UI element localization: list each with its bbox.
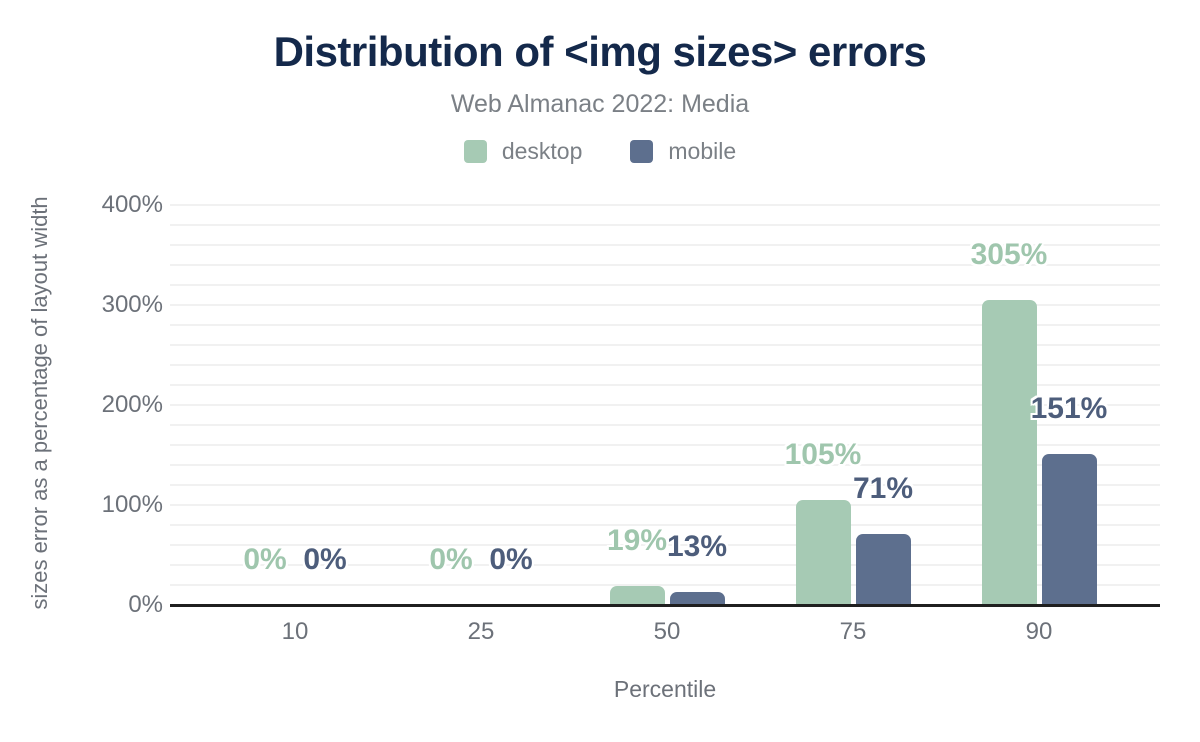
gridline — [170, 524, 1160, 526]
gridline — [170, 464, 1160, 466]
data-label-mobile-p25: 0% — [489, 543, 533, 576]
data-label-mobile-p50: 13% — [666, 530, 728, 563]
gridline — [170, 204, 1160, 206]
x-axis-line — [170, 604, 1160, 607]
gridline — [170, 344, 1160, 346]
x-tick-label: 75 — [839, 618, 867, 645]
legend-swatch-mobile-icon — [630, 140, 654, 163]
legend-swatch-desktop-icon — [463, 140, 487, 163]
data-label-desktop-p25: 0% — [429, 543, 473, 576]
gridline — [170, 304, 1160, 306]
y-tick-label: 0% — [128, 591, 163, 618]
gridline — [170, 544, 1160, 546]
bar-mobile-p50 — [669, 592, 725, 605]
bar-mobile-p75 — [855, 534, 911, 605]
gridline — [170, 324, 1160, 326]
gridline — [170, 364, 1160, 366]
legend-label-desktop: desktop — [501, 138, 583, 164]
data-label-mobile-p75: 71% — [852, 472, 914, 505]
chart-title: Distribution of <img sizes> errors — [273, 28, 927, 75]
gridline — [170, 244, 1160, 246]
y-tick-label: 100% — [101, 491, 163, 518]
gridline — [170, 584, 1160, 586]
data-label-desktop-p10: 0% — [243, 543, 287, 576]
data-label-mobile-p90: 151% — [1030, 392, 1108, 425]
bar-desktop-p90 — [981, 300, 1037, 605]
data-label-desktop-p75: 105% — [784, 438, 862, 471]
x-tick-label: 10 — [281, 618, 309, 645]
y-tick-label: 400% — [101, 191, 163, 218]
gridline — [170, 224, 1160, 226]
data-label-desktop-p50: 19% — [606, 524, 668, 557]
gridline — [170, 384, 1160, 386]
y-axis-title: sizes error as a percentage of layout wi… — [27, 196, 52, 610]
legend-item-desktop: desktop — [463, 138, 583, 165]
gridline — [170, 284, 1160, 286]
chart-subtitle: Web Almanac 2022: Media — [450, 90, 750, 118]
y-tick-label: 300% — [101, 291, 163, 318]
legend-item-mobile: mobile — [630, 138, 736, 165]
x-tick-label: 50 — [653, 618, 681, 645]
legend: desktop mobile — [0, 138, 1200, 165]
gridline — [170, 484, 1160, 486]
legend-label-mobile: mobile — [668, 138, 737, 164]
data-label-mobile-p10: 0% — [303, 543, 347, 576]
x-tick-label: 90 — [1025, 618, 1053, 645]
bar-desktop-p50 — [609, 586, 665, 605]
gridline — [170, 424, 1160, 426]
y-tick-label: 200% — [101, 391, 163, 418]
gridline — [170, 404, 1160, 406]
x-tick-label: 25 — [467, 618, 495, 645]
bar-desktop-p75 — [795, 500, 851, 605]
x-axis-title: Percentile — [613, 676, 717, 702]
plot-area: 0% 0% 19% 105% 305% 0% 0% 13% 71% 151% — [170, 204, 1160, 607]
bar-mobile-p90 — [1041, 454, 1097, 605]
gridline — [170, 504, 1160, 506]
data-label-desktop-p90: 305% — [970, 238, 1048, 271]
gridline — [170, 264, 1160, 266]
gridline — [170, 564, 1160, 566]
gridline — [170, 444, 1160, 446]
